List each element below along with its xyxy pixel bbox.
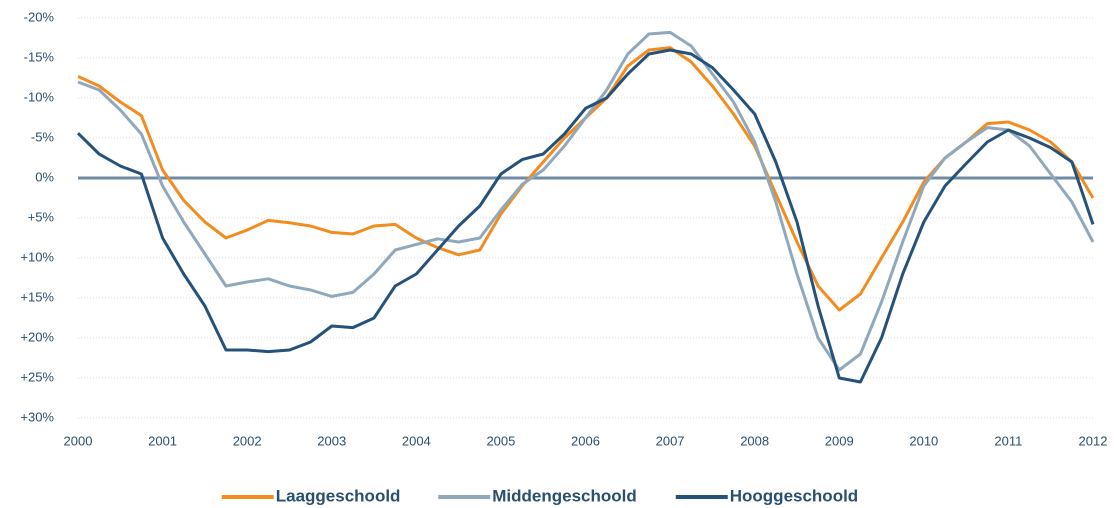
x-tick-label: 2000 xyxy=(64,433,93,448)
x-tick-label: 2004 xyxy=(402,433,431,448)
y-tick-label: +20% xyxy=(20,329,54,344)
x-tick-label: 2001 xyxy=(148,433,177,448)
y-tick-label: -10% xyxy=(24,89,55,104)
legend-text: Middengeschoold xyxy=(492,486,637,505)
x-tick-label: 2011 xyxy=(994,433,1022,448)
x-tick-label: 2008 xyxy=(740,433,769,448)
x-tick-label: 2010 xyxy=(909,433,938,448)
x-tick-label: 2012 xyxy=(1079,433,1108,448)
legend-text: Laaggeschoold xyxy=(276,486,401,505)
x-tick-label: 2009 xyxy=(825,433,854,448)
x-tick-label: 2002 xyxy=(233,433,262,448)
x-tick-label: 2005 xyxy=(486,433,515,448)
legend-text: Hooggeschoold xyxy=(730,486,858,505)
y-tick-label: +5% xyxy=(28,209,55,224)
y-tick-label: +10% xyxy=(20,249,54,264)
y-tick-label: +25% xyxy=(20,369,54,384)
x-tick-label: 2007 xyxy=(656,433,685,448)
y-tick-label: -5% xyxy=(31,129,55,144)
x-tick-label: 2006 xyxy=(571,433,600,448)
y-tick-label: +30% xyxy=(20,409,54,424)
y-tick-label: 0% xyxy=(35,169,54,184)
y-tick-label: +15% xyxy=(20,289,54,304)
y-tick-label: -20% xyxy=(24,9,55,24)
series-line xyxy=(77,30,1095,372)
y-tick-label: -15% xyxy=(24,49,55,64)
x-tick-label: 2003 xyxy=(317,433,346,448)
series-line xyxy=(76,48,1095,384)
